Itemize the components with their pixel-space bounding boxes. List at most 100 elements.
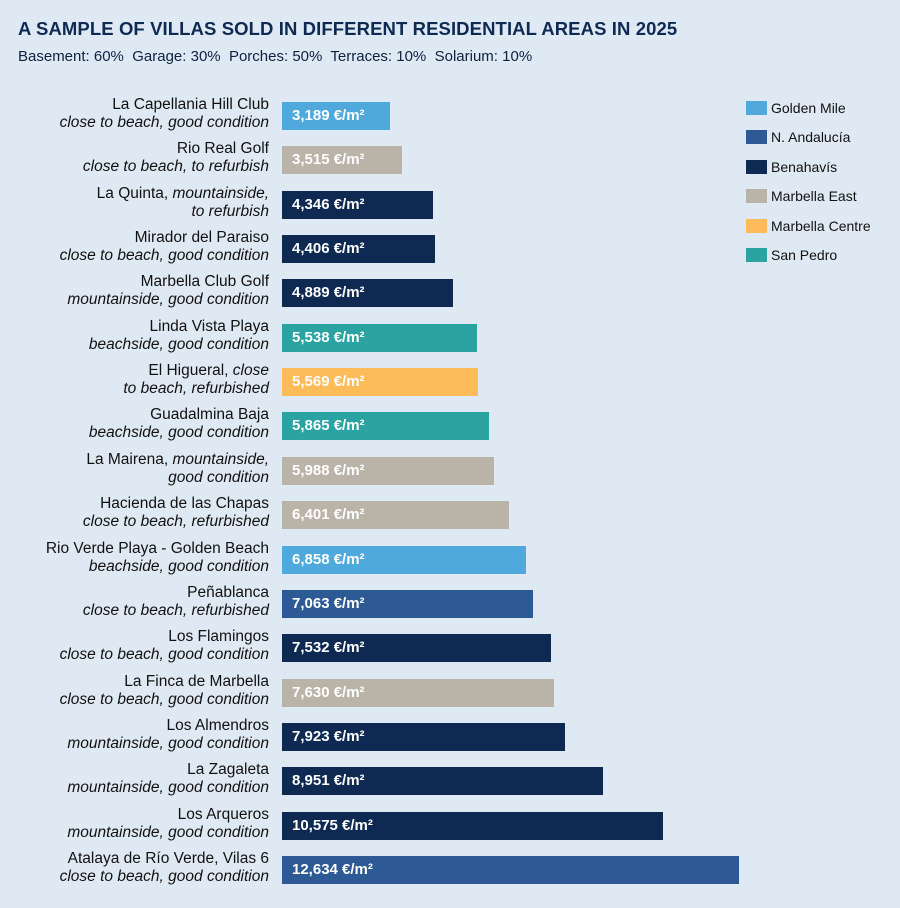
bar-row: Los Flamingos close to beach, good condit… <box>0 628 900 672</box>
bar-row: Peñablanca close to beach, refurbished 7,0… <box>0 584 900 628</box>
bar: 6,858 €/m² <box>282 545 526 574</box>
bar-name-text: Marbella Club Golf <box>140 273 269 291</box>
bar-value-label: 7,923 €/m² <box>292 727 365 745</box>
bar-name-text: La Capellania Hill Club <box>112 96 269 113</box>
bar-name: La Mairena, mountainside, <box>86 451 269 469</box>
bar-name: Los Flamingos <box>60 628 269 646</box>
bar-label: Atalaya de Río Verde, Vilas 6 close to be… <box>60 850 269 886</box>
bar-name-text: Rio Real Golf <box>176 140 269 158</box>
bar-description: beachside, good condition <box>88 557 269 575</box>
bar-description: close to beach, good condition <box>59 247 269 265</box>
bar-name-text: Los Arqueros <box>177 805 269 823</box>
bar-description: to refurbish <box>191 202 269 220</box>
bar-value-label: 12,634 €/m² <box>292 860 373 878</box>
bar-label: Los Arqueros mountainside, good condition <box>67 806 269 842</box>
bar-label: La Quinta, mountainside, to refurbish <box>97 185 269 221</box>
bar-row: Los Almendros mountainside, good conditio… <box>0 717 900 761</box>
bar-name: La Finca de Marbella <box>60 673 269 691</box>
bar-name-text: Linda Vista Playa <box>149 317 270 335</box>
bar-description: beachside, good condition <box>88 335 269 353</box>
bar-row: La Capellania Hill Club close to beach, g… <box>0 96 900 140</box>
bar-name-italic: mountainside, <box>168 184 269 202</box>
bar-name: Guadalmina Baja <box>89 406 269 424</box>
bar-name-text: Rio Verde Playa - Golden Beach <box>45 539 269 557</box>
bar: 5,865 €/m² <box>282 412 489 441</box>
bar-label: Marbella Club Golf mountainside, good con… <box>67 273 269 309</box>
legend-swatch <box>746 101 767 115</box>
bar-description: close to beach, good condition <box>59 114 269 131</box>
bar-name-text: El Higueral, <box>148 362 229 380</box>
bar-label: Peñablanca close to beach, refurbished <box>83 584 269 620</box>
bar-row: Los Arqueros mountainside, good condition… <box>0 806 900 850</box>
bar-name-text: Peñablanca <box>187 583 269 601</box>
bar: 7,923 €/m² <box>282 722 566 751</box>
bar: 5,988 €/m² <box>282 456 494 485</box>
legend-label: Marbella Centre <box>771 217 871 234</box>
bar-row: La Mairena, mountainside, good condition 5… <box>0 451 900 495</box>
bar-row: Rio Verde Playa - Golden Beach beachside,… <box>0 540 900 584</box>
bar-label: Hacienda de las Chapas close to beach, re… <box>83 495 269 531</box>
legend-swatch <box>746 130 767 145</box>
bar: 8,951 €/m² <box>282 767 604 796</box>
bar-label: La Capellania Hill Club close to beach, g… <box>60 96 269 132</box>
bar-name-text: La Zagaleta <box>187 761 269 779</box>
bar-value-label: 3,189 €/m² <box>292 107 365 124</box>
bar-name-text: Los Almendros <box>166 716 269 734</box>
bar-label: Los Flamingos close to beach, good condit… <box>60 628 269 664</box>
bar-row: Marbella Club Golf mountainside, good con… <box>0 273 900 317</box>
bar-row: Linda Vista Playa beachside, good conditi… <box>0 318 900 362</box>
bar-row: La Finca de Marbella close to beach, good… <box>0 673 900 717</box>
bar-name: La Zagaleta <box>67 761 269 779</box>
bar: 4,346 €/m² <box>282 190 433 219</box>
bar-name: Mirador del Paraiso <box>60 229 269 247</box>
bar-description: good condition <box>168 468 269 486</box>
bar: 3,515 €/m² <box>282 146 403 175</box>
bar-value-label: 7,630 €/m² <box>292 683 365 701</box>
bar-value-label: 7,532 €/m² <box>292 639 365 657</box>
legend-swatch <box>746 189 767 204</box>
bar-value-label: 5,988 €/m² <box>292 461 365 479</box>
bar: 4,406 €/m² <box>282 235 436 264</box>
bar-value-label: 6,401 €/m² <box>292 506 365 524</box>
bar-row: Mirador del Paraiso close to beach, good … <box>0 229 900 273</box>
bar-value-label: 5,865 €/m² <box>292 417 365 435</box>
legend-label: N. Andalucía <box>771 129 851 146</box>
bar-description: mountainside, good condition <box>67 734 269 752</box>
bar-name-text: Mirador del Paraiso <box>134 229 269 247</box>
bar-name: Linda Vista Playa <box>89 317 270 336</box>
bar-value-label: 3,515 €/m² <box>292 151 365 169</box>
bar-label: Guadalmina Baja beachside, good condition <box>89 406 269 442</box>
bar-value-label: 4,889 €/m² <box>292 284 365 302</box>
bar-value-label: 7,063 €/m² <box>292 594 365 612</box>
bar-value-label: 8,951 €/m² <box>292 772 365 790</box>
bar-name: Rio Verde Playa - Golden Beach <box>46 540 269 558</box>
bar-name-text: La Mairena, <box>86 450 169 468</box>
bar-name-text: La Quinta, <box>96 184 169 202</box>
bar-name: Marbella Club Golf <box>67 273 269 291</box>
bar-label: La Mairena, mountainside, good condition <box>86 451 269 487</box>
bar-label: Mirador del Paraiso close to beach, good … <box>60 229 269 265</box>
bar: 3,189 €/m² <box>282 102 390 130</box>
bar-name-text: Hacienda de las Chapas <box>100 495 269 513</box>
bar-description: close to beach, good condition <box>59 867 269 885</box>
bar-description: mountainside, good condition <box>67 779 269 797</box>
bar-name-italic: close <box>228 362 269 380</box>
bar-name-text: Atalaya de Río Verde, Vilas 6 <box>67 849 269 867</box>
bar-description: to beach, refurbished <box>123 380 269 398</box>
bar: 5,569 €/m² <box>282 368 479 397</box>
legend-swatch <box>746 159 767 174</box>
bar-name: La Quinta, mountainside, <box>97 185 269 203</box>
bar-description: mountainside, good condition <box>67 823 269 841</box>
chart-title: A SAMPLE OF VILLAS SOLD IN DIFFERENT RES… <box>18 18 678 39</box>
legend-swatch <box>746 218 767 233</box>
bar-name: La Capellania Hill Club <box>60 96 269 114</box>
bar-description: close to beach, good condition <box>59 690 269 708</box>
bar-label: Los Almendros mountainside, good conditio… <box>67 717 269 753</box>
bar-name-text: Guadalmina Baja <box>150 406 269 424</box>
bar-label: El Higueral, close to beach, refurbished <box>123 362 269 398</box>
bar-name-text: La Finca de Marbella <box>124 672 269 690</box>
bar-description: close to beach, good condition <box>59 646 269 664</box>
legend-label: Golden Mile <box>771 100 846 116</box>
bar-description: close to beach, to refurbish <box>82 158 269 176</box>
